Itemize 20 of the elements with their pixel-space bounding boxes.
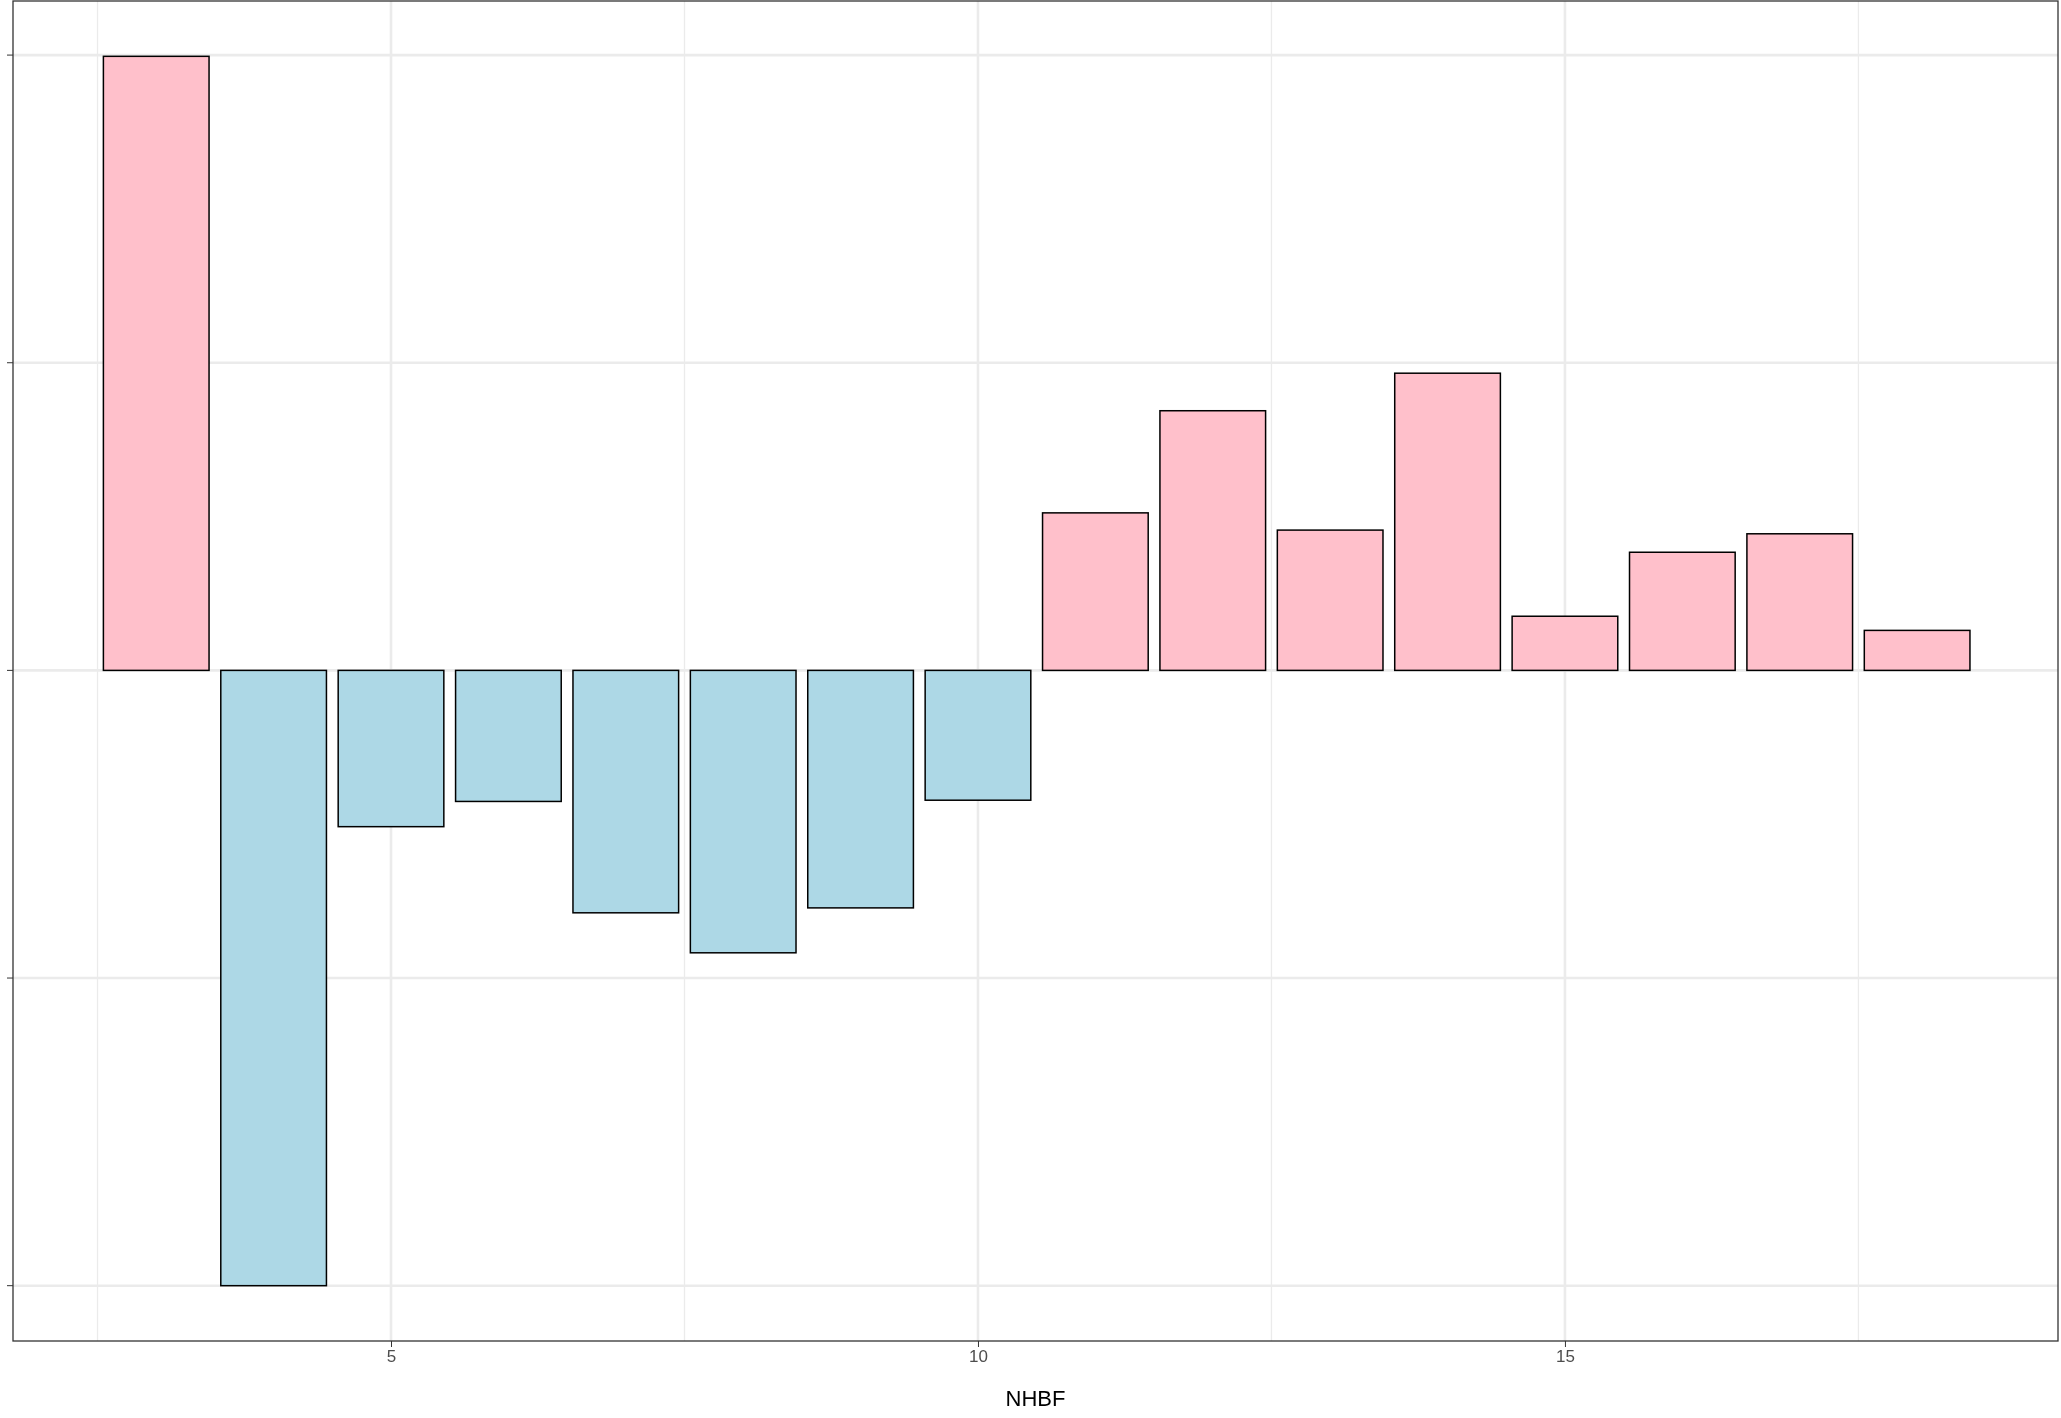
bar [1863, 629, 1971, 672]
bar [924, 669, 1032, 801]
x-tick-label: 5 [386, 1347, 397, 1367]
bar [1159, 409, 1267, 672]
bar [1511, 615, 1619, 672]
bar [1746, 533, 1854, 672]
x-axis-title: NHBF [1005, 1386, 1066, 1411]
x-tick-label: 10 [969, 1347, 988, 1367]
bar [454, 669, 562, 803]
bar [102, 55, 210, 672]
bar [337, 669, 445, 828]
bar [220, 669, 328, 1287]
bar [1628, 551, 1736, 672]
bar [689, 669, 797, 954]
bar [1276, 529, 1384, 672]
bar [807, 669, 915, 909]
bar [1393, 372, 1502, 672]
bar [572, 669, 680, 914]
bar [1041, 512, 1149, 672]
x-tick-label: 15 [1555, 1347, 1575, 1367]
